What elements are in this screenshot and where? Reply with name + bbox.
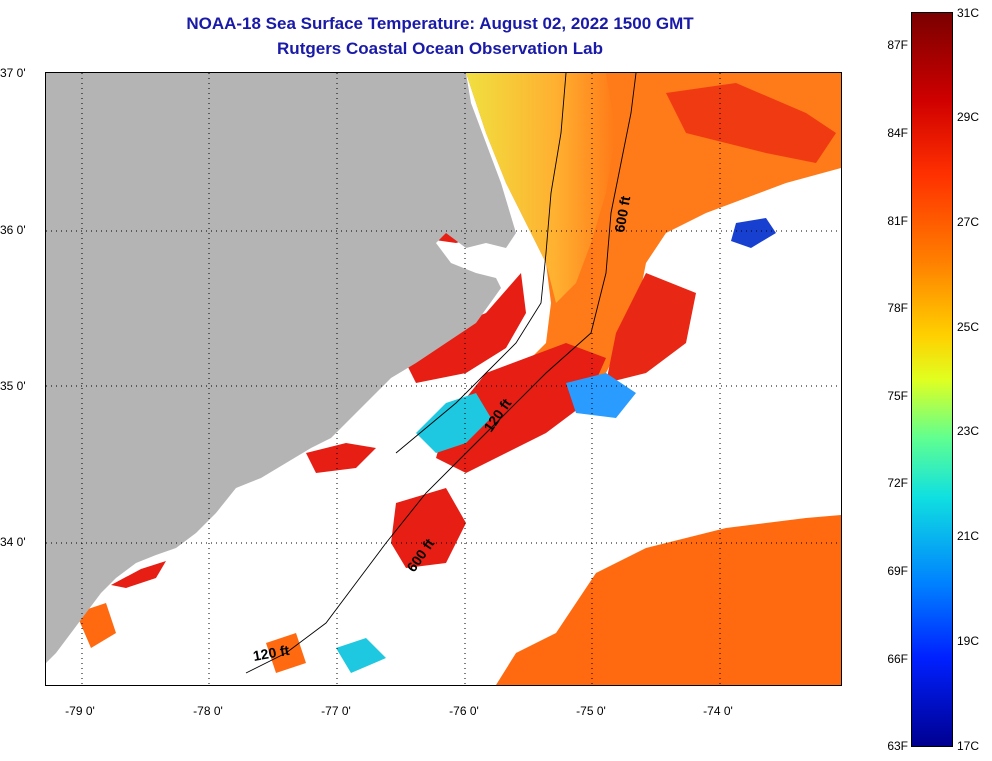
colorbar-f-87: 87F [887, 38, 908, 52]
sst-map-canvas: 600 ft 120 ft 600 ft 120 ft [46, 73, 841, 685]
colorbar-f-72: 72F [887, 476, 908, 490]
sst-map[interactable]: 600 ft 120 ft 600 ft 120 ft [45, 72, 842, 686]
isobath-label-120-south: 120 ft [252, 642, 291, 664]
map-title: NOAA-18 Sea Surface Temperature: August … [186, 14, 694, 33]
colorbar-c-23: 23C [957, 424, 980, 438]
colorbar-f-75: 75F [887, 389, 908, 403]
lon-label-79: -79 0' [65, 704, 95, 718]
lat-label-35: 35 0' [0, 379, 26, 393]
colorbar-c-29: 29C [957, 110, 980, 124]
colorbar-f-63: 63F [887, 739, 908, 753]
lon-label-75: -75 0' [576, 704, 606, 718]
land [46, 73, 516, 663]
colorbar-c-31: 31C [957, 6, 980, 20]
map-subtitle: Rutgers Coastal Ocean Observation Lab [277, 39, 603, 58]
isobath-label-600-north: 600 ft [611, 194, 633, 233]
lat-label-36: 36 0' [0, 223, 26, 237]
colorbar-c-19: 19C [957, 634, 980, 648]
cold-eddy [731, 218, 776, 248]
lon-label-74: -74 0' [703, 704, 733, 718]
lat-label-34: 34 0' [0, 535, 26, 549]
colorbar-f-84: 84F [887, 126, 908, 140]
colorbar-f-81: 81F [887, 214, 908, 228]
gulfstream-red-1 [666, 83, 836, 163]
colorbar-f-78: 78F [887, 301, 908, 315]
cape-fear-red [111, 561, 166, 588]
gulfstream-red-2 [606, 273, 696, 383]
shelf-yellow-water [466, 73, 616, 303]
lon-label-78: -78 0' [193, 704, 223, 718]
warm-water-south [496, 515, 841, 685]
lon-label-76: -76 0' [449, 704, 479, 718]
warm-patch-sw [76, 603, 116, 648]
southern-shelf-red [306, 443, 376, 473]
onslow-red [391, 488, 466, 568]
colorbar-c-27: 27C [957, 215, 980, 229]
colorbar-c-25: 25C [957, 320, 980, 334]
colorbar-c-17: 17C [957, 739, 980, 753]
lat-label-37: 37 0' [0, 66, 26, 80]
cool-water-band-2 [566, 373, 636, 418]
isobath-lines [245, 73, 637, 674]
colorbar-c-21: 21C [957, 529, 980, 543]
colorbar-f-66: 66F [887, 652, 908, 666]
color-scale-bar [911, 12, 953, 747]
graticule [46, 73, 841, 685]
lon-label-77: -77 0' [321, 704, 351, 718]
cool-patch-s [336, 638, 386, 673]
colorbar-f-69: 69F [887, 564, 908, 578]
cool-water-band [416, 393, 491, 453]
